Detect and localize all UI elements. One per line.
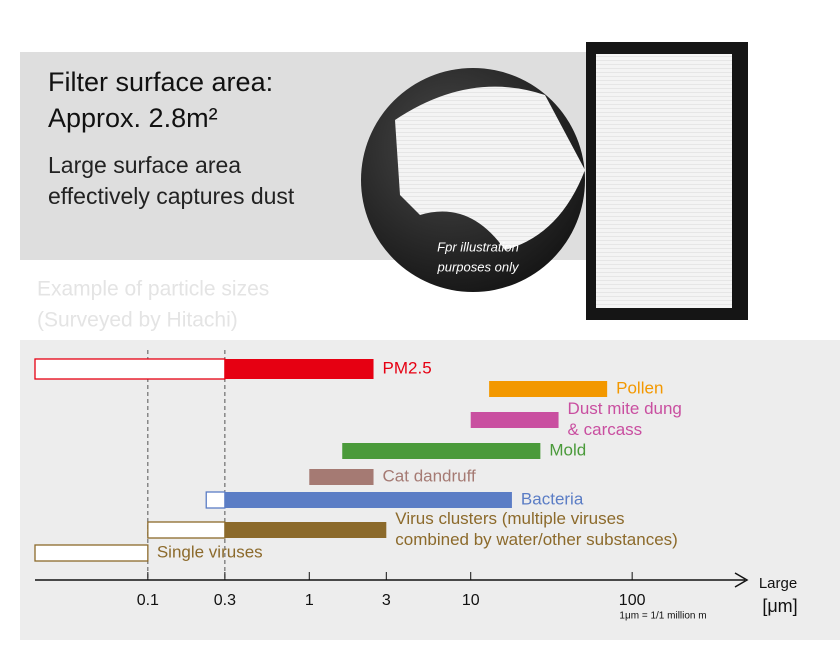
- header-body: Large surface area: [48, 152, 241, 178]
- chart-panel: [20, 340, 840, 640]
- x-tick-label: 0.3: [214, 592, 236, 609]
- range-bar: [470, 412, 559, 428]
- filter-frame: [586, 42, 748, 320]
- series-label: Mold: [549, 440, 586, 459]
- pleated-media: [395, 86, 585, 251]
- x-axis-label: Large: [759, 575, 797, 592]
- chart-subtitle: (Surveyed by Hitachi): [37, 309, 238, 332]
- x-tick-label: 10: [462, 592, 480, 609]
- series-label: Bacteria: [521, 489, 584, 508]
- x-tick-label: 3: [382, 592, 391, 609]
- range-bar: [309, 469, 374, 485]
- series-label: Single viruses: [157, 542, 263, 561]
- series-label: Pollen: [616, 378, 663, 397]
- x-tick-label: 0.1: [137, 592, 159, 609]
- photo-caption: purposes only: [437, 259, 520, 274]
- series-label: Virus clusters (multiple viruses: [395, 509, 624, 528]
- range-bar: [342, 443, 541, 459]
- chart-subtitle: Example of particle sizes: [37, 278, 269, 301]
- photo-caption: Fpr illustration: [437, 239, 519, 254]
- filter-closeup: Fpr illustration purposes only: [361, 68, 585, 292]
- chart: Example of particle sizes (Surveyed by Hi…: [34, 278, 798, 622]
- header-body: effectively captures dust: [48, 183, 295, 209]
- series-label: Dust mite dung: [568, 399, 682, 418]
- x-tick-label: 100: [619, 592, 646, 609]
- range-bar: [224, 492, 512, 508]
- range-outline: [147, 521, 226, 539]
- range-bar: [224, 522, 387, 538]
- series-label: Cat dandruff: [383, 466, 477, 485]
- x-tick-label: 1: [305, 592, 314, 609]
- range-outline: [34, 544, 149, 562]
- x-axis-arrow: [734, 572, 749, 588]
- series-label: & carcass: [568, 420, 643, 439]
- range-outline: [34, 358, 226, 380]
- x-axis-label: [μm]: [762, 596, 797, 616]
- range-bar: [224, 359, 374, 379]
- series-label: combined by water/other substances): [395, 530, 678, 549]
- header-title: Approx. 2.8m²: [48, 103, 218, 133]
- frame-media: [596, 54, 732, 308]
- series-label: PM2.5: [383, 358, 432, 377]
- x-axis-note: 1μm = 1/1 million m: [619, 611, 706, 622]
- range-bar: [489, 381, 608, 397]
- header: Filter surface area: Approx. 2.8m² Large…: [48, 67, 295, 209]
- range-outline: [205, 491, 226, 509]
- header-title: Filter surface area:: [48, 67, 273, 97]
